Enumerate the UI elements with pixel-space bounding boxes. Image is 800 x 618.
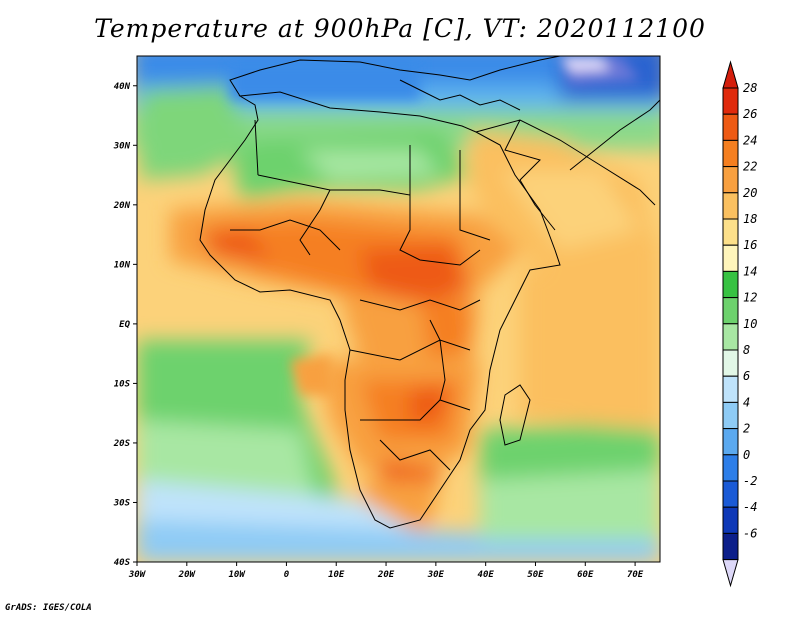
lat-tick-label: 30N — [113, 141, 131, 151]
lon-tick-label: 30E — [427, 570, 445, 580]
lon-tick-label: 70E — [627, 570, 644, 580]
lon-tick-label: 10E — [328, 570, 345, 580]
colorbar-label: 6 — [743, 369, 750, 383]
lat-tick-label: 40N — [114, 82, 131, 92]
colorbar-swatch — [722, 323, 739, 351]
colorbar-overflow-high — [722, 60, 739, 89]
colorbar-label: 0 — [743, 448, 750, 462]
colorbar-overflow-low — [722, 559, 739, 588]
colorbar-label: 18 — [743, 212, 757, 226]
lon-tick-label: 40E — [478, 570, 495, 580]
lat-tick-label: 30S — [113, 498, 131, 508]
map-title: Temperature at 900hPa [C], VT: 202011210… — [94, 14, 706, 43]
colorbar-swatch — [722, 218, 739, 246]
lon-tick-label: 10W — [228, 570, 246, 580]
coastlines — [199, 56, 660, 529]
colorbar-label: 26 — [743, 107, 757, 121]
temperature-field — [137, 56, 660, 562]
colorbar-label: 22 — [743, 160, 757, 174]
colorbar-label: 24 — [743, 133, 757, 147]
lat-tick-label: 20N — [113, 201, 131, 211]
colorbar-label: 2 — [743, 422, 750, 436]
colorbar-swatch — [722, 480, 739, 508]
colorbar-label: 20 — [743, 186, 757, 200]
colorbar-swatch — [722, 297, 739, 325]
longitude-axis: 30W 20W 10W 0 10E 20E 30E 40E 50E 60E 70E — [128, 562, 644, 580]
colorbar-label: 12 — [743, 291, 757, 305]
lon-tick-label: 20W — [178, 570, 197, 580]
colorbar-label: 28 — [743, 81, 757, 95]
lon-tick-label: 60E — [577, 570, 594, 580]
colorbar-swatch — [722, 506, 739, 534]
colorbar-swatch — [722, 428, 739, 456]
colorbar-label: -2 — [743, 474, 757, 488]
lat-tick-label: 40S — [114, 558, 131, 568]
colorbar-label: 16 — [743, 238, 757, 252]
colorbar-swatch — [722, 454, 739, 482]
colorbar-label: 14 — [743, 264, 757, 278]
colorbar-label: 8 — [743, 343, 750, 357]
colorbar-swatch — [722, 113, 739, 141]
colorbar-swatch — [722, 532, 739, 561]
plot-frame — [136, 55, 661, 563]
lat-tick-label: EQ — [119, 320, 130, 330]
colorbar-swatch — [722, 166, 739, 194]
colorbar-swatch — [722, 192, 739, 220]
colorbar-label: 4 — [743, 395, 750, 409]
colorbar-swatch — [722, 375, 739, 403]
latitude-axis: 40N 30N 20N 10N EQ 10S 20S 30S 40S — [113, 82, 137, 568]
colorbar-label: 10 — [743, 317, 757, 331]
colorbar-label: -4 — [743, 500, 757, 514]
colorbar-swatch — [722, 139, 739, 168]
lat-tick-label: 10N — [114, 260, 131, 270]
colorbar-swatch — [722, 87, 739, 115]
colorbar-swatch — [722, 401, 739, 430]
colorbar-swatch — [722, 349, 739, 377]
lon-tick-label: 30W — [128, 570, 147, 580]
lat-tick-label: 10S — [114, 379, 131, 389]
lon-tick-label: 20E — [377, 570, 395, 580]
lat-tick-label: 20S — [113, 439, 131, 449]
lon-tick-label: 0 — [284, 570, 290, 580]
colorbar-label: -6 — [743, 526, 757, 540]
colorbar-swatch — [722, 270, 739, 299]
colorbar-swatch — [722, 244, 739, 272]
credit-text: GrADS: IGES/COLA — [5, 603, 92, 613]
lon-tick-label: 50E — [527, 570, 544, 580]
